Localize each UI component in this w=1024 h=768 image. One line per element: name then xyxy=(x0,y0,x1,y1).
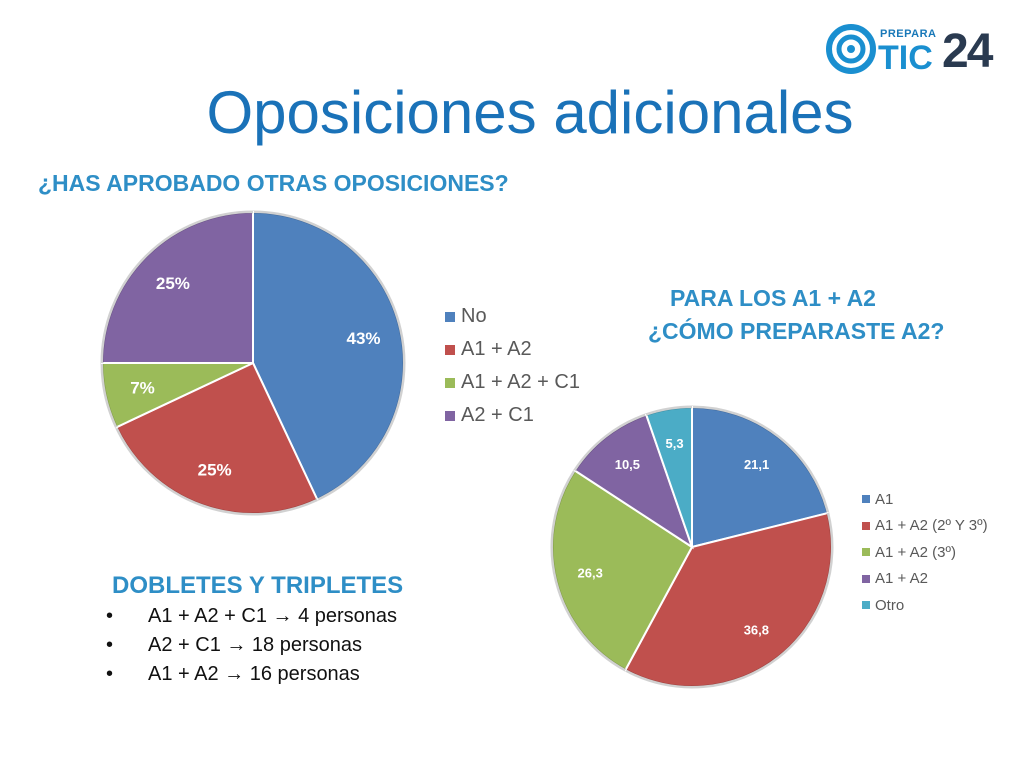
pie-slice-no xyxy=(252,210,405,501)
data-label: 25% xyxy=(156,274,190,293)
page-title: Oposiciones adicionales xyxy=(206,79,854,146)
pie-slice-otro xyxy=(644,405,693,548)
list-item: A1 + A2 → 16 personas xyxy=(106,660,403,689)
legend-label: A1 + A2 xyxy=(461,338,532,360)
pie-slice-a1-a2-3 xyxy=(551,469,694,672)
legend-swatch xyxy=(445,344,455,355)
data-label: 43% xyxy=(347,329,381,348)
data-label: 5,3 xyxy=(666,436,684,451)
legend-label: Otro xyxy=(875,596,905,614)
legend-label: A1 + A2 (2º Y 3º) xyxy=(875,517,988,535)
list-item: A1 + A2 + C1 → 4 personas xyxy=(106,602,403,631)
pie-slice-edge xyxy=(645,405,693,417)
legend-label: A2 + C1 xyxy=(461,404,534,426)
legend-swatch xyxy=(862,548,870,557)
data-label: 21,1 xyxy=(744,457,769,472)
data-label: 25% xyxy=(198,461,232,480)
data-label: 36,8 xyxy=(744,623,769,638)
legend-item: A1 xyxy=(862,486,988,513)
doubles-list: A1 + A2 + C1 → 4 personas A2 + C1 → 18 p… xyxy=(106,602,403,689)
pie-slice-a1 xyxy=(691,405,830,549)
data-label: 10,5 xyxy=(615,457,640,472)
pie-slice-a1-a2 xyxy=(573,413,694,550)
pie-chart-how-prepared-a2: 21,1 36,8 26,3 10,5 5,3 xyxy=(550,405,834,689)
legend-label: A1 + A2 + C1 xyxy=(461,371,580,393)
legend-swatch xyxy=(862,574,870,583)
logo-24-text: 24 xyxy=(942,25,993,78)
legend-item: Otro xyxy=(862,592,988,619)
data-label: 7% xyxy=(130,379,155,398)
legend-item: A1 + A2 + C1 xyxy=(445,366,580,399)
pie-slice-a1-a2 xyxy=(115,361,319,515)
pie-slice-edge xyxy=(100,210,254,364)
legend-swatch xyxy=(445,311,455,322)
legend-pie-2: A1 A1 + A2 (2º Y 3º) A1 + A2 (3º) A1 + A2 Ot… xyxy=(862,486,988,619)
pie-slice-edge xyxy=(691,405,830,514)
legend-item: A2 + C1 xyxy=(445,399,580,432)
legend-label: No xyxy=(461,305,487,327)
pie-slice-edge xyxy=(624,512,834,689)
logo-tic-text: TIC xyxy=(878,39,933,77)
legend-item: A1 + A2 (3º) xyxy=(862,539,988,566)
logo-target-icon xyxy=(826,24,876,74)
legend-swatch xyxy=(445,377,455,388)
legend-swatch xyxy=(862,601,870,610)
doubles-triples-section: DOBLETES Y TRIPLETES A1 + A2 + C1 → 4 pe… xyxy=(106,570,404,689)
question-2-heading-line2: ¿CÓMO PREPARASTE A2? xyxy=(648,318,945,344)
legend-item: No xyxy=(445,300,580,333)
data-label: 26,3 xyxy=(578,565,603,580)
pie-slice-edge xyxy=(252,210,406,501)
legend-swatch xyxy=(862,495,870,504)
legend-item: A1 + A2 xyxy=(862,566,988,593)
legend-pie-1: No A1 + A2 A1 + A2 + C1 A2 + C1 xyxy=(445,300,580,432)
legend-label: A1 xyxy=(875,490,894,508)
pie-slice-edge xyxy=(115,426,318,516)
preparatic24-logo: PREPARA TIC 24 xyxy=(826,20,1004,80)
logo-prepara-text: PREPARA xyxy=(880,28,937,40)
question-2-heading-line1: PARA LOS A1 + A2 xyxy=(670,285,876,311)
doubles-heading: DOBLETES Y TRIPLETES xyxy=(112,572,404,599)
legend-label: A1 + A2 xyxy=(875,570,928,588)
legend-item: A1 + A2 (2º Y 3º) xyxy=(862,513,988,540)
pie-slice-edge xyxy=(573,413,647,472)
question-1-heading: ¿HAS APROBADO OTRAS OPOSICIONES? xyxy=(38,170,509,196)
legend-item: A1 + A2 xyxy=(445,333,580,366)
legend-label: A1 + A2 (3º) xyxy=(875,543,956,561)
pie-chart-other-oposiciones: 43% 25% 7% 25% xyxy=(100,210,406,516)
pie-slice-edge xyxy=(550,469,627,672)
pie-slice-edge xyxy=(100,362,118,428)
legend-swatch xyxy=(445,410,455,421)
legend-swatch xyxy=(862,521,870,530)
pie-slice-a2-c1 xyxy=(100,210,254,364)
list-item: A2 + C1 → 18 personas xyxy=(106,631,403,660)
pie-slice-a1-a2-2-y-3 xyxy=(623,511,833,688)
